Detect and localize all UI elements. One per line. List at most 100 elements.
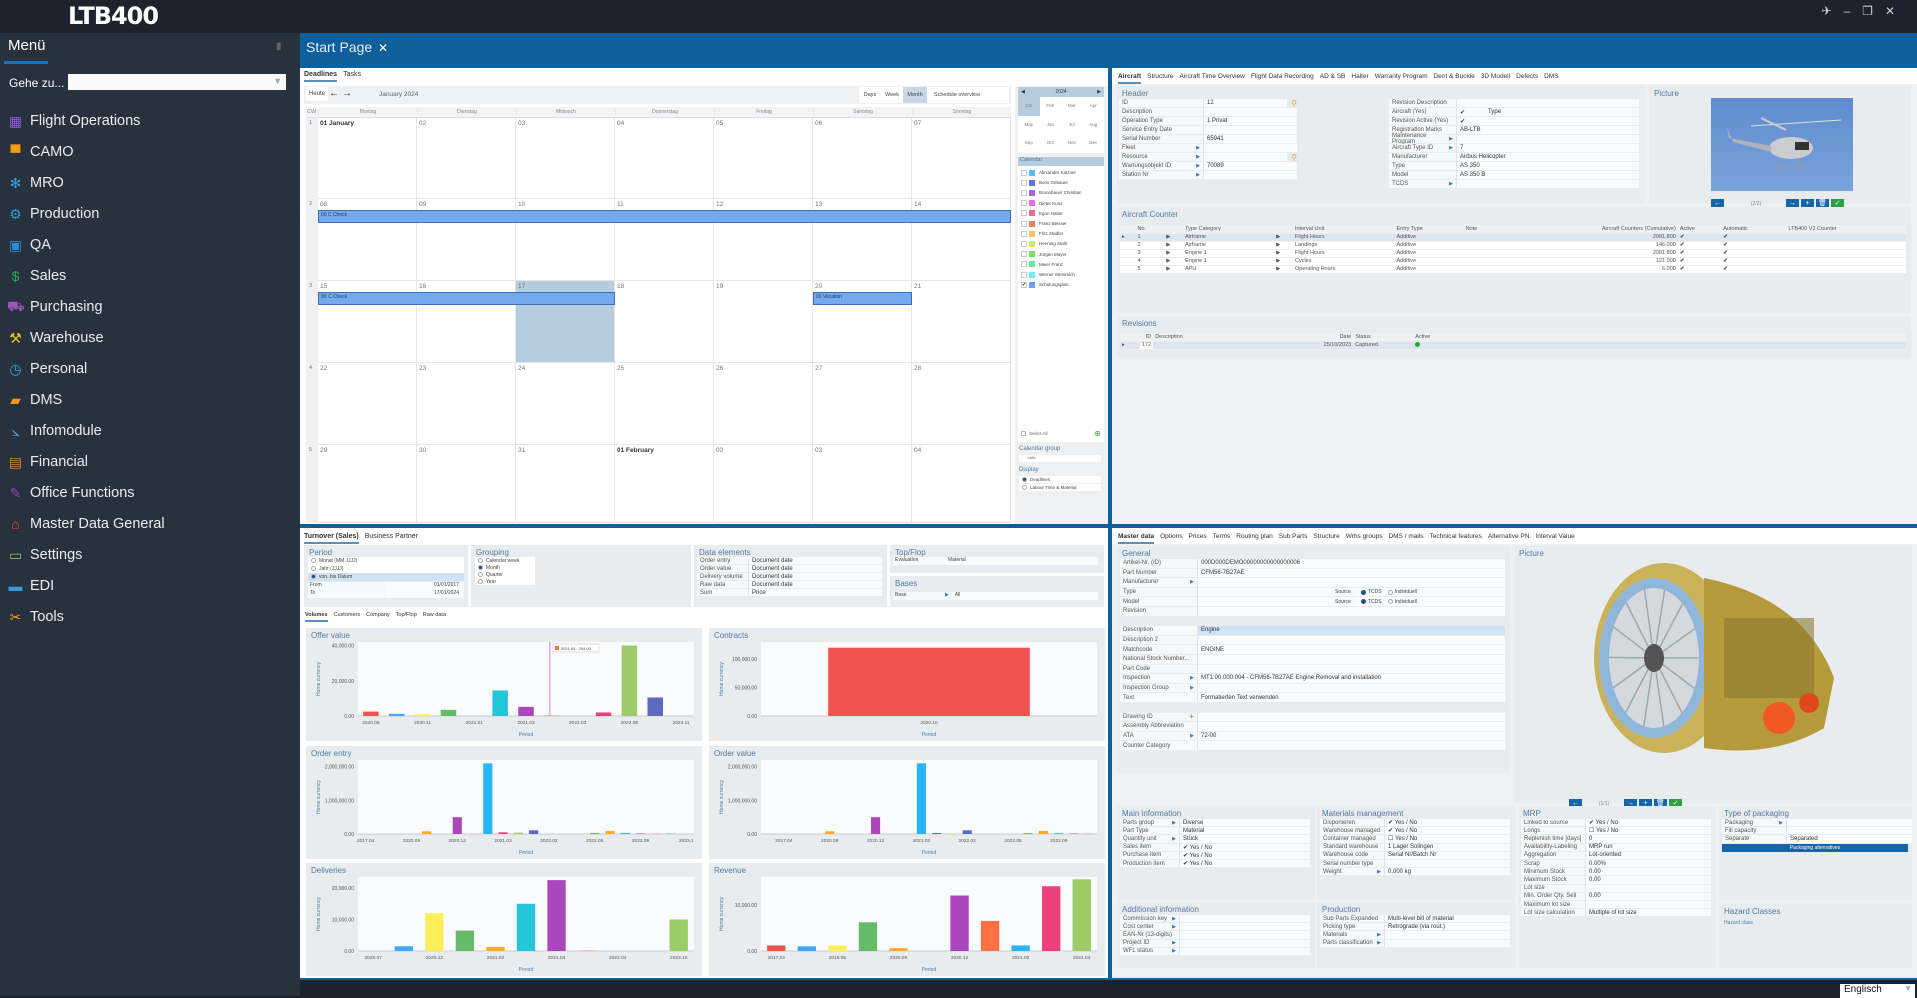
field-value[interactable]	[1787, 827, 1912, 834]
field-value[interactable]	[1204, 153, 1287, 161]
arrow-right-icon[interactable]: ▶	[1196, 145, 1200, 151]
field-value[interactable]: Airbus Helicopter	[1457, 153, 1639, 161]
radio[interactable]	[1388, 590, 1393, 595]
calendar-person[interactable]: Fritz Stadler	[1021, 229, 1063, 238]
arrow-right-icon[interactable]: ▶	[1164, 257, 1183, 265]
calendar-day[interactable]: 27	[813, 363, 912, 445]
grouping-option[interactable]: Quarter	[475, 571, 535, 578]
active-checkbox[interactable]: ✔	[1678, 257, 1721, 265]
field-value[interactable]	[1198, 578, 1505, 587]
automatic-checkbox[interactable]: ✔	[1721, 233, 1786, 241]
radio[interactable]	[478, 558, 483, 563]
tab-3d-modell[interactable]: 3D Modell	[1481, 73, 1510, 84]
grouping-option[interactable]: Month	[475, 564, 535, 571]
tab-structure[interactable]: Structure	[1313, 533, 1339, 544]
tab-structure[interactable]: Structure	[1147, 73, 1173, 84]
tab-options[interactable]: Options	[1160, 533, 1182, 544]
view-week[interactable]: Week	[881, 87, 903, 103]
sidebar-item-infomodule[interactable]: ⦣Infomodule	[7, 418, 292, 444]
field-value[interactable]	[1198, 684, 1505, 693]
checkbox[interactable]	[1021, 210, 1027, 216]
tab-alternative-pn[interactable]: Alternative PN	[1488, 533, 1530, 544]
checkbox[interactable]	[1021, 272, 1027, 278]
plus-icon[interactable]: +	[1189, 712, 1194, 721]
arrow-right-icon[interactable]: ▶	[1274, 257, 1293, 265]
tab-turnover-sales-[interactable]: Turnover (Sales)	[304, 533, 359, 544]
tab-interval-value[interactable]: Interval Value	[1535, 533, 1574, 544]
month-sep[interactable]: Sep	[1018, 134, 1040, 153]
field-value[interactable]: Retrograde (via rout.)	[1385, 923, 1510, 930]
automatic-checkbox[interactable]: ✔	[1721, 265, 1786, 273]
calendar-person[interactable]: Werner Steinreich	[1021, 270, 1075, 279]
sidebar-item-master-data-general[interactable]: ⌂Master Data General	[7, 511, 292, 537]
arrow-right-icon[interactable]: ▶	[1190, 675, 1194, 681]
field-value[interactable]: AB-LTB	[1457, 126, 1639, 134]
window-controls[interactable]: ✈–❐✕	[1821, 4, 1907, 18]
tab-routing-plan[interactable]: Routing plan	[1236, 533, 1273, 544]
checkbox[interactable]	[1021, 231, 1027, 237]
field-value[interactable]: ✔ Yes / No	[1180, 844, 1310, 851]
field-value[interactable]: ☐ Yes / No	[1385, 835, 1510, 842]
field-value[interactable]	[1198, 722, 1505, 731]
calendar-day[interactable]: 26	[714, 363, 813, 445]
display-option[interactable]: Deadlines	[1019, 476, 1101, 483]
prev-arrow-icon[interactable]: ←	[329, 88, 339, 99]
cell-entry-type[interactable]: Additive	[1395, 257, 1464, 265]
calendar-person[interactable]: Alexander Katzner	[1021, 168, 1076, 177]
automatic-checkbox[interactable]: ✔	[1721, 241, 1786, 249]
tab-prices[interactable]: Prices	[1189, 533, 1207, 544]
tab-defects[interactable]: Defects	[1516, 73, 1538, 84]
field-value[interactable]	[1198, 607, 1505, 616]
field-value[interactable]: Multiple of lot size	[1586, 909, 1711, 916]
arrow-right-icon[interactable]: ▶	[1164, 265, 1183, 273]
arrow-right-icon[interactable]: ▶	[1196, 172, 1200, 178]
sidebar-item-flight-operations[interactable]: ▦Flight Operations	[7, 108, 292, 134]
tab-technical-features[interactable]: Technical features	[1429, 533, 1481, 544]
cell-entry-type[interactable]: Additive	[1395, 249, 1464, 257]
sidebar-item-office-functions[interactable]: ✎Office Functions	[7, 480, 292, 506]
arrow-right-icon[interactable]: ▶	[1196, 163, 1200, 169]
field-value[interactable]: Document date	[749, 581, 882, 588]
field-value[interactable]: 0.00%	[1586, 860, 1711, 867]
month-mar[interactable]: Mar	[1061, 97, 1083, 116]
arrow-right-icon[interactable]: ▶	[1274, 249, 1293, 257]
checkbox[interactable]	[1021, 431, 1026, 436]
field-value[interactable]: ✔ Yes / No	[1180, 852, 1310, 859]
checkbox[interactable]	[1021, 180, 1027, 186]
view-month[interactable]: Month	[903, 87, 927, 103]
goto-input[interactable]: ▼	[68, 74, 286, 90]
month-jan[interactable]: Jan	[1018, 97, 1040, 116]
field-value[interactable]: ☐ Yes / No	[1586, 827, 1711, 834]
calendar-day[interactable]: 03	[813, 445, 912, 523]
field-value[interactable]: CFM56-7B27AE	[1198, 569, 1505, 578]
field-value[interactable]: Stück	[1180, 835, 1310, 842]
search-icon[interactable]: ⚲	[1291, 153, 1297, 162]
sidebar-item-dms[interactable]: ▰DMS	[7, 387, 292, 413]
arrow-right-icon[interactable]: ▶	[1196, 154, 1200, 160]
grouping-option[interactable]: Calendar week	[475, 557, 535, 564]
calendar-group-select[interactable]: <All>	[1019, 455, 1101, 462]
radio[interactable]	[1022, 477, 1027, 482]
next-arrow-icon[interactable]: →	[342, 88, 352, 99]
field-value[interactable]	[1457, 135, 1639, 143]
month-apr[interactable]: Apr	[1083, 97, 1105, 116]
arrow-right-icon[interactable]: ▶	[1164, 249, 1183, 257]
sidebar-item-mro[interactable]: ✻MRO	[7, 170, 292, 196]
calendar-day[interactable]: 01 January	[318, 118, 417, 199]
radio[interactable]	[311, 558, 316, 563]
sidebar-item-personal[interactable]: ◷Personal	[7, 356, 292, 382]
field-value[interactable]	[1586, 885, 1711, 892]
checkbox[interactable]	[1021, 221, 1027, 227]
tab-business-partner[interactable]: Business Partner	[365, 533, 418, 544]
radio[interactable]	[478, 565, 483, 570]
radio[interactable]	[1388, 599, 1393, 604]
arrow-right-icon[interactable]: ▶	[1377, 940, 1381, 946]
automatic-checkbox[interactable]: ✔	[1721, 249, 1786, 257]
select-all[interactable]: Select All	[1021, 431, 1048, 436]
arrow-right-icon[interactable]: ▶	[1377, 869, 1381, 875]
field-value[interactable]	[1180, 948, 1310, 955]
field-value[interactable]	[1586, 901, 1711, 908]
